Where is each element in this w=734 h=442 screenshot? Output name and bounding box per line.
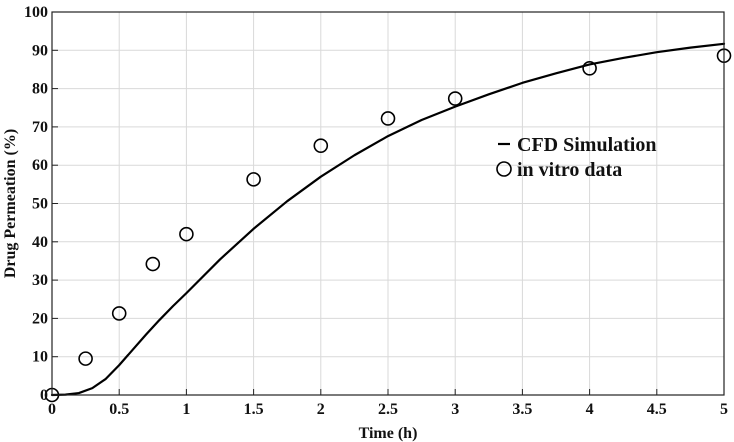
- x-tick-label: 5: [720, 401, 728, 418]
- data-point-in-vitro-data: [78, 351, 93, 366]
- legend-label-in-vitro-data: in vitro data: [517, 159, 622, 181]
- x-tick-label: 0: [48, 401, 56, 418]
- plot-frame: [51, 11, 725, 396]
- x-tick-label: 0.5: [109, 401, 129, 418]
- y-tick-label: 60: [32, 157, 48, 174]
- x-tick-label: 3: [451, 401, 459, 418]
- x-tick-label: 1.5: [244, 401, 264, 418]
- x-tick-label: 2: [317, 401, 325, 418]
- y-tick-label: 10: [32, 349, 48, 366]
- data-point-in-vitro-data: [111, 306, 127, 321]
- x-axis-label: Time (h): [359, 425, 418, 442]
- series-line-cfd-simulation: [50, 42, 726, 397]
- y-tick-label: 100: [24, 4, 48, 21]
- y-tick-label: 30: [32, 272, 48, 289]
- legend-label-cfd-simulation: CFD Simulation: [517, 134, 656, 156]
- grid: [51, 11, 725, 396]
- tick-labels: 0 0.5 1 1.5 2 2.5 3 3.5 4 4.5 50102030405060708090…: [24, 4, 728, 418]
- x-tick-label: 1: [182, 401, 190, 418]
- data-point-in-vitro-data: [380, 111, 396, 126]
- y-tick-label: 50: [32, 196, 48, 213]
- data-point-in-vitro-data: [145, 256, 161, 272]
- y-tick-label: 0: [40, 387, 48, 404]
- x-tick-label: 3.5: [512, 401, 532, 418]
- y-tick-label: 20: [32, 310, 48, 327]
- x-tick-label: 4.5: [647, 401, 667, 418]
- data-point-in-vitro-data: [447, 91, 463, 106]
- y-tick-label: 80: [32, 81, 48, 98]
- data-point-in-vitro-data: [582, 61, 597, 76]
- legend-circle-marker: [496, 161, 512, 177]
- y-tick-label: 40: [32, 234, 48, 251]
- data-point-in-vitro-data: [246, 172, 261, 187]
- y-tick-label: 90: [32, 42, 48, 59]
- y-tick-label: 70: [32, 119, 48, 136]
- legend: CFD Simulation in vitro data: [496, 134, 656, 181]
- x-tick-label: 4: [586, 401, 594, 418]
- data-point-in-vitro-data: [179, 226, 194, 242]
- x-tick-label: 2.5: [378, 401, 398, 418]
- y-axis-label: Drug Permeation (%): [2, 129, 19, 278]
- data-point-in-vitro-data: [313, 138, 329, 153]
